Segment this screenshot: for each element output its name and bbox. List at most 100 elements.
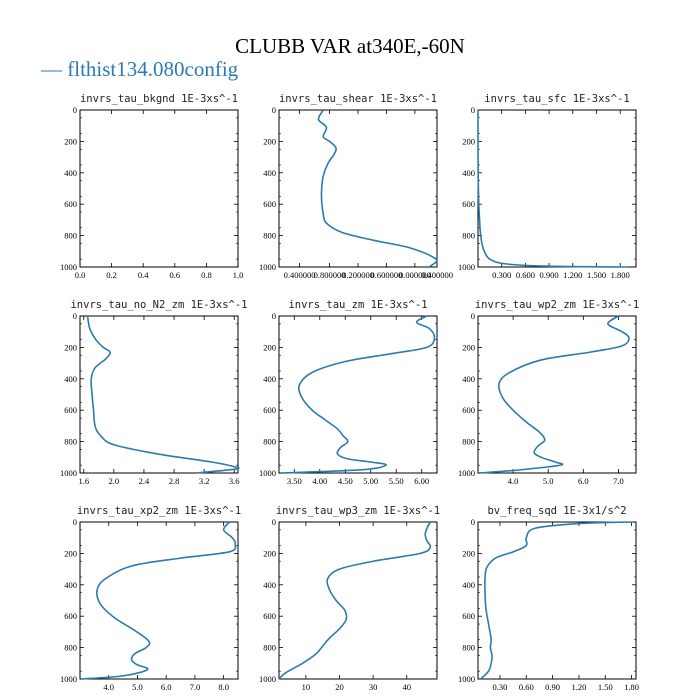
x-tick-label: 7.0	[190, 682, 201, 692]
plot-frame	[278, 315, 438, 474]
panel-title: invrs_tau_no_N2_zm 1E-3xs^-1	[70, 299, 247, 311]
y-tick-label: 400	[462, 168, 475, 178]
figure-title: CLUBB VAR at340E,-60N	[235, 34, 465, 58]
y-tick-label: 200	[64, 342, 77, 352]
y-tick-label: 800	[263, 231, 276, 241]
y-tick-label: 200	[462, 136, 475, 146]
y-tick-label: 200	[462, 548, 475, 558]
y-tick-label: 800	[462, 643, 475, 653]
series-line	[86, 315, 240, 474]
y-tick-label: 0	[471, 105, 475, 115]
panel-6: invrs_tau_wp2_zm 1E-3xs^-10 200 400 600 800 1…	[458, 299, 639, 486]
y-tick-label: 400	[263, 374, 276, 384]
panel-title: invrs_tau_wp3_zm 1E-3xs^-1	[276, 505, 440, 517]
x-tick-label: 1.500	[587, 270, 606, 280]
panel-title: invrs_tau_wp2_zm 1E-3xs^-1	[475, 299, 639, 311]
y-tick-label: 600	[462, 405, 475, 415]
x-tick-label: 0.900	[540, 270, 559, 280]
plot-frame	[79, 109, 239, 268]
panel-3: invrs_tau_sfc 1E-3xs^-1 0 200 400 600 800 1000…	[458, 93, 637, 280]
panel-8: invrs_tau_wp3_zm 1E-3xs^-10 200 400 600 800 1…	[259, 505, 440, 692]
x-tick-label: 0.90	[545, 682, 560, 692]
series-line	[317, 109, 438, 268]
x-tick-label: 3.2	[199, 476, 210, 486]
y-tick-label: 600	[64, 611, 77, 621]
series-line	[81, 521, 237, 680]
x-tick-label: 0.30	[493, 682, 508, 692]
y-tick-label: 1000	[259, 468, 276, 478]
y-tick-label: 800	[64, 643, 77, 653]
x-tick-label: 6.0	[161, 682, 172, 692]
y-tick-label: 600	[263, 199, 276, 209]
legend-marker: —	[41, 57, 62, 81]
panel-title: bv_freq_sqd 1E-3x1/s^2	[487, 505, 626, 517]
series-line	[480, 521, 634, 680]
x-tick-label: 0.600	[516, 270, 535, 280]
x-tick-label: 20	[335, 682, 344, 692]
y-tick-label: 1000	[458, 468, 475, 478]
y-tick-label: 0	[471, 517, 475, 527]
y-tick-label: 1000	[458, 262, 475, 272]
y-tick-label: 200	[263, 342, 276, 352]
x-tick-label: 0.400000	[421, 270, 453, 280]
panel-title: invrs_tau_zm 1E-3xs^-1	[288, 299, 427, 311]
x-tick-label: 1.50	[598, 682, 613, 692]
y-tick-label: 200	[263, 548, 276, 558]
legend: — flthist134.080config	[41, 57, 238, 82]
x-tick-label: 1.800	[611, 270, 630, 280]
y-tick-label: 1000	[60, 262, 77, 272]
y-tick-label: 600	[462, 611, 475, 621]
y-tick-label: 200	[462, 342, 475, 352]
y-tick-label: 1000	[60, 674, 77, 684]
x-tick-label: 4.0	[103, 682, 114, 692]
panel-title: invrs_tau_xp2_zm 1E-3xs^-1	[77, 505, 241, 517]
x-tick-label: 6.00	[414, 476, 429, 486]
y-tick-label: 1000	[259, 674, 276, 684]
y-tick-label: 0	[272, 311, 276, 321]
y-tick-label: 200	[263, 136, 276, 146]
series-line	[278, 521, 432, 680]
series-line	[479, 315, 630, 474]
y-tick-label: 0	[73, 517, 77, 527]
x-tick-label: 0.800000	[314, 270, 346, 280]
y-tick-label: 800	[263, 643, 276, 653]
x-tick-label: 2.4	[139, 476, 150, 486]
plot-frame	[79, 315, 239, 474]
plot-frame	[79, 521, 239, 680]
x-tick-label: 0.2	[106, 270, 117, 280]
panel-title: invrs_tau_bkgnd 1E-3xs^-1	[80, 93, 238, 105]
x-tick-label: 0.600000	[371, 270, 403, 280]
x-tick-label: 4.00	[312, 476, 327, 486]
panel-9: bv_freq_sqd 1E-3x1/s^2 0 200 400 600 800 1000 0…	[458, 505, 639, 692]
y-tick-label: 0	[272, 517, 276, 527]
y-tick-label: 800	[64, 231, 77, 241]
series-line	[281, 315, 436, 474]
x-tick-label: 5.00	[363, 476, 378, 486]
y-tick-label: 400	[462, 580, 475, 590]
y-tick-label: 400	[64, 168, 77, 178]
plot-frame	[477, 109, 637, 268]
x-tick-label: 7.0	[613, 476, 624, 486]
y-tick-label: 0	[73, 105, 77, 115]
panel-title: invrs_tau_sfc 1E-3xs^-1	[484, 93, 629, 105]
x-tick-label: 2.0	[109, 476, 120, 486]
x-tick-label: 0.400000	[284, 270, 316, 280]
x-tick-label: 0.000000	[399, 270, 431, 280]
legend-label: flthist134.080config	[67, 57, 239, 81]
y-tick-label: 600	[263, 611, 276, 621]
x-tick-label: 6.0	[578, 476, 589, 486]
x-tick-label: 2.8	[169, 476, 180, 486]
x-tick-label: 5.0	[543, 476, 554, 486]
panel-7: invrs_tau_xp2_zm 1E-3xs^-10 200 400 600 800 1…	[60, 505, 241, 692]
y-tick-label: 200	[64, 548, 77, 558]
x-tick-label: 0.300	[492, 270, 511, 280]
series-line	[477, 109, 629, 268]
y-tick-label: 400	[263, 168, 276, 178]
x-tick-label: 0.8	[201, 270, 212, 280]
panel-2: invrs_tau_shear 1E-3xs^-10 200 400 600 800 10…	[259, 93, 453, 280]
y-tick-label: 0	[471, 311, 475, 321]
y-tick-label: 800	[462, 231, 475, 241]
y-tick-label: 200	[64, 136, 77, 146]
y-tick-label: 800	[462, 437, 475, 447]
